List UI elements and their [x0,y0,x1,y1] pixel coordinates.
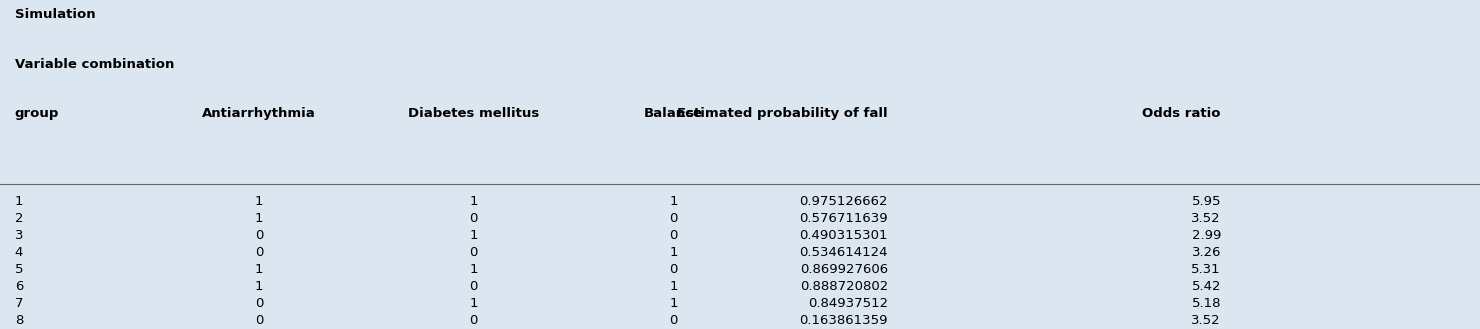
Text: 4: 4 [15,246,24,259]
Text: 0.163861359: 0.163861359 [799,314,888,327]
Text: 0: 0 [669,314,678,327]
Text: Balance: Balance [644,107,703,120]
Text: 0.490315301: 0.490315301 [799,229,888,242]
Text: 1: 1 [469,229,478,242]
Text: 7: 7 [15,297,24,310]
Text: 1: 1 [255,280,263,293]
Text: 1: 1 [669,280,678,293]
Text: Simulation: Simulation [15,8,95,21]
Text: Variable combination: Variable combination [15,58,175,71]
Text: 1: 1 [669,195,678,208]
Text: group: group [15,107,59,120]
Text: 5.95: 5.95 [1191,195,1221,208]
Text: Antiarrhythmia: Antiarrhythmia [203,107,315,120]
Text: 0.888720802: 0.888720802 [799,280,888,293]
Text: 3.52: 3.52 [1191,212,1221,225]
Text: Odds ratio: Odds ratio [1143,107,1221,120]
Text: 0: 0 [469,212,478,225]
Text: 0: 0 [669,263,678,276]
Text: 5.31: 5.31 [1191,263,1221,276]
Text: 8: 8 [15,314,24,327]
Text: 1: 1 [469,263,478,276]
Text: 0: 0 [669,229,678,242]
Text: 0.975126662: 0.975126662 [799,195,888,208]
Text: 0.576711639: 0.576711639 [799,212,888,225]
Text: 0: 0 [469,280,478,293]
Text: Estimated probability of fall: Estimated probability of fall [678,107,888,120]
Text: 0: 0 [255,314,263,327]
Text: 1: 1 [255,263,263,276]
Text: 0: 0 [255,246,263,259]
Text: 6: 6 [15,280,24,293]
Text: 0.84937512: 0.84937512 [808,297,888,310]
Text: 5: 5 [15,263,24,276]
Text: 5.42: 5.42 [1191,280,1221,293]
Text: 2.99: 2.99 [1191,229,1221,242]
Text: 1: 1 [669,297,678,310]
Text: 1: 1 [255,212,263,225]
Text: 1: 1 [469,297,478,310]
Text: 3: 3 [15,229,24,242]
Text: 1: 1 [255,195,263,208]
Text: 1: 1 [469,195,478,208]
Text: 0: 0 [669,212,678,225]
Text: 0: 0 [255,297,263,310]
Text: 0.534614124: 0.534614124 [799,246,888,259]
Text: 2: 2 [15,212,24,225]
Text: 0.869927606: 0.869927606 [799,263,888,276]
Text: 0: 0 [469,314,478,327]
Text: Diabetes mellitus: Diabetes mellitus [408,107,539,120]
Text: 1: 1 [669,246,678,259]
Text: 0: 0 [469,246,478,259]
Text: 0: 0 [255,229,263,242]
Text: 1: 1 [15,195,24,208]
Text: 3.52: 3.52 [1191,314,1221,327]
Text: 3.26: 3.26 [1191,246,1221,259]
Text: 5.18: 5.18 [1191,297,1221,310]
